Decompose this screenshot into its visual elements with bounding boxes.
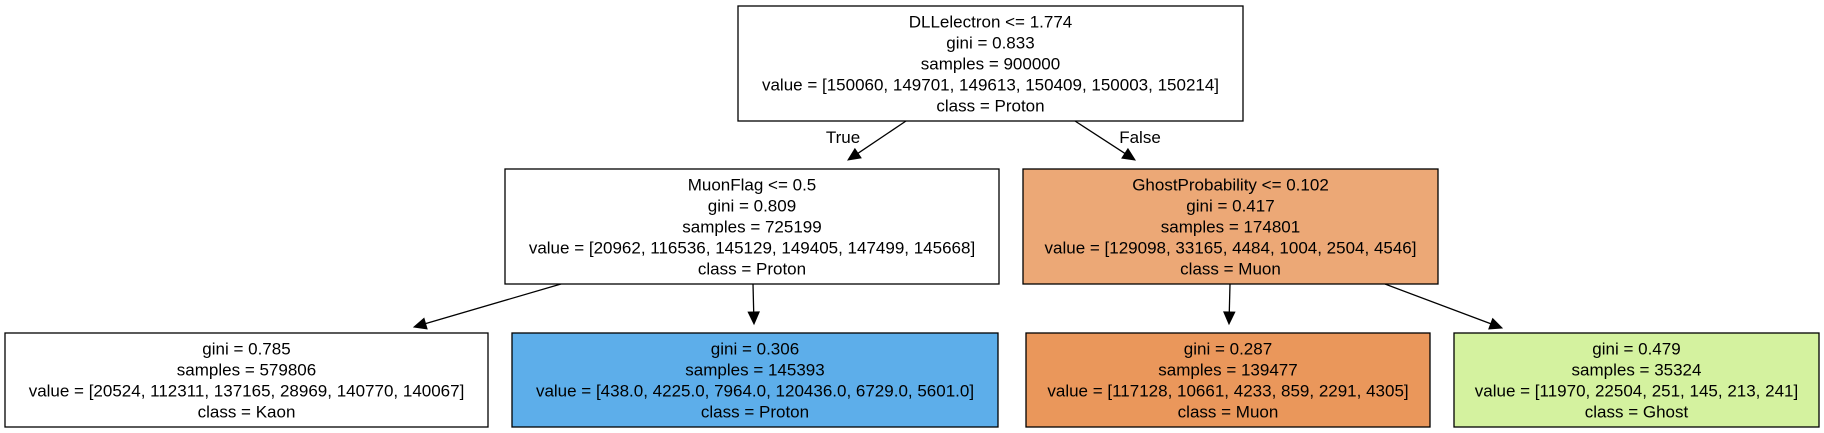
edge-left-to-leaf-1 (412, 283, 562, 330)
tree-node-leaf-2: gini = 0.306 samples = 145393 value = [438… (511, 332, 999, 428)
node-box (504, 168, 1000, 285)
node-line: GhostProbability <= 0.102 (1132, 176, 1329, 195)
tree-node-right: GhostProbability <= 0.102 gini = 0.417 sam… (1022, 168, 1439, 285)
node-box (1453, 332, 1820, 428)
arrowhead-icon (847, 147, 862, 161)
tree-node-left: MuonFlag <= 0.5 gini = 0.809 samples = 725… (504, 168, 1000, 285)
edge-root-to-right: False (1074, 120, 1161, 161)
node-line: value = [117128, 10661, 4233, 859, 2291,… (1047, 382, 1408, 401)
node-line: value = [438.0, 4225.0, 7964.0, 120436.0… (536, 382, 974, 401)
node-line: samples = 145393 (685, 361, 824, 380)
node-box (511, 332, 999, 428)
node-line: gini = 0.417 (1186, 197, 1274, 216)
arrowhead-icon (747, 311, 760, 326)
node-line: gini = 0.287 (1184, 340, 1272, 359)
node-line: gini = 0.479 (1592, 340, 1680, 359)
node-line: class = Proton (936, 97, 1044, 116)
node-line: MuonFlag <= 0.5 (688, 176, 817, 195)
node-line: samples = 725199 (682, 218, 821, 237)
node-line: class = Ghost (1585, 403, 1689, 422)
node-line: class = Kaon (198, 403, 296, 422)
node-box (1025, 332, 1431, 428)
node-line: value = [129098, 33165, 4484, 1004, 2504… (1045, 239, 1417, 258)
node-box (737, 5, 1244, 122)
node-line: samples = 139477 (1158, 361, 1297, 380)
node-line: samples = 174801 (1161, 218, 1300, 237)
node-line: class = Proton (698, 260, 806, 279)
edge-line (1228, 283, 1231, 313)
node-line: value = [150060, 149701, 149613, 150409,… (762, 76, 1219, 95)
node-line: samples = 579806 (177, 361, 316, 380)
node-line: gini = 0.785 (202, 340, 290, 359)
node-line: gini = 0.306 (711, 340, 799, 359)
edge-label-true: True (826, 128, 860, 147)
edge-line (1384, 283, 1491, 325)
edge-right-to-leaf-4 (1384, 283, 1504, 330)
node-box (1022, 168, 1439, 285)
arrowhead-icon (1223, 311, 1236, 326)
node-line: class = Proton (701, 403, 809, 422)
arrowhead-icon (1121, 147, 1137, 161)
node-line: samples = 35324 (1572, 361, 1702, 380)
edge-label-false: False (1119, 128, 1161, 147)
node-line: gini = 0.809 (708, 197, 796, 216)
edge-line (857, 120, 907, 154)
edge-line (425, 283, 562, 325)
tree-node-leaf-4: gini = 0.479 samples = 35324 value = [1197… (1453, 332, 1820, 428)
tree-node-leaf-1: gini = 0.785 samples = 579806 value = [205… (4, 332, 489, 428)
edge-left-to-leaf-2 (747, 283, 760, 326)
node-line: value = [11970, 22504, 251, 145, 213, 24… (1475, 382, 1798, 401)
arrowhead-icon (412, 317, 428, 330)
node-line: class = Muon (1180, 260, 1281, 279)
node-line: gini = 0.833 (946, 34, 1034, 53)
edge-root-to-left: True (826, 120, 907, 161)
edge-right-to-leaf-3 (1223, 283, 1236, 326)
node-line: value = [20962, 116536, 145129, 149405, … (529, 239, 975, 258)
tree-node-root: DLLelectron <= 1.774 gini = 0.833 samples … (737, 5, 1244, 122)
edge-line (1074, 120, 1126, 155)
node-line: samples = 900000 (921, 55, 1060, 74)
tree-node-leaf-3: gini = 0.287 samples = 139477 value = [117… (1025, 332, 1431, 428)
node-box (4, 332, 489, 428)
node-line: DLLelectron <= 1.774 (909, 13, 1073, 32)
node-line: value = [20524, 112311, 137165, 28969, 1… (29, 382, 465, 401)
edge-line (752, 283, 755, 313)
node-line: class = Muon (1178, 403, 1279, 422)
arrowhead-icon (1488, 317, 1504, 330)
